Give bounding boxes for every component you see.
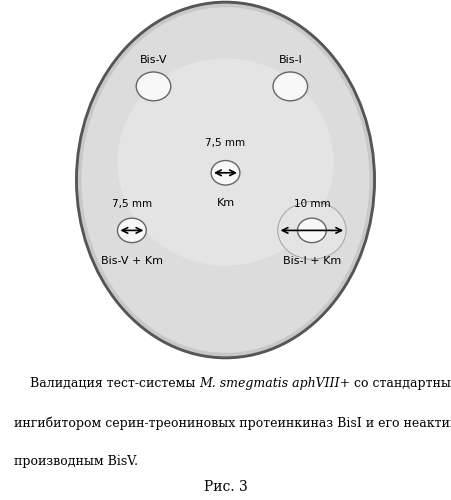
Ellipse shape: [118, 58, 333, 266]
Ellipse shape: [78, 4, 373, 356]
Text: Bis-V + Km: Bis-V + Km: [101, 256, 163, 266]
Text: со стандартным: со стандартным: [350, 377, 451, 390]
Ellipse shape: [273, 72, 308, 101]
Ellipse shape: [136, 72, 171, 101]
Ellipse shape: [298, 218, 327, 242]
Ellipse shape: [278, 202, 346, 259]
Text: Km: Km: [216, 198, 235, 208]
Text: Bis-I + Km: Bis-I + Km: [283, 256, 341, 266]
Text: 7,5 mm: 7,5 mm: [206, 138, 245, 147]
Ellipse shape: [82, 7, 369, 353]
Ellipse shape: [75, 0, 376, 360]
Text: 7,5 mm: 7,5 mm: [112, 199, 152, 209]
Text: Bis-I: Bis-I: [278, 55, 302, 65]
Text: Рис. 3: Рис. 3: [203, 480, 248, 494]
Text: Валидация тест-системы: Валидация тест-системы: [14, 377, 199, 390]
Text: производным BisV.: производным BisV.: [14, 455, 138, 468]
Ellipse shape: [118, 218, 146, 242]
Text: M. smegmatis aphVIII+: M. smegmatis aphVIII+: [199, 377, 350, 390]
Text: 10 mm: 10 mm: [294, 199, 330, 209]
Ellipse shape: [211, 160, 240, 185]
Text: ингибитором серин-треониновых протеинкиназ BisI и его неактивным: ингибитором серин-треониновых протеинкин…: [14, 416, 451, 430]
Text: Bis-V: Bis-V: [140, 55, 167, 65]
